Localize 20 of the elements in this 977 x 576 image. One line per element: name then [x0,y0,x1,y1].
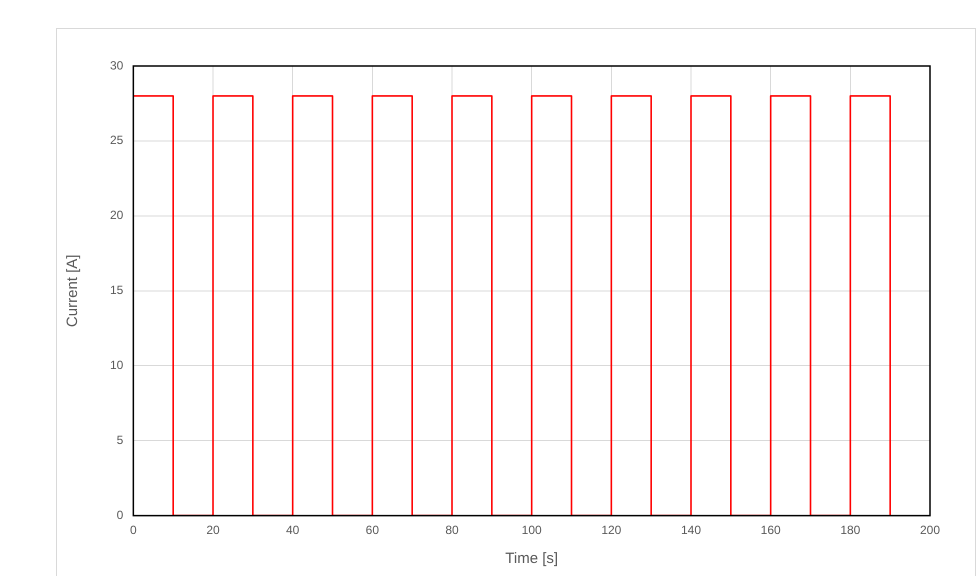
x-tick-label: 80 [445,523,460,538]
x-tick-label: 200 [920,523,940,538]
x-tick-label: 60 [366,523,380,538]
y-tick-label: 20 [110,208,124,222]
x-tick-label: 40 [286,523,300,538]
x-tick-label: 0 [130,523,138,538]
y-tick-label: 0 [116,508,124,522]
x-tick-label: 140 [680,523,702,538]
y-tick-label: 5 [116,432,124,447]
x-tick-label: 20 [206,523,220,538]
y-tick-label: 25 [110,133,124,148]
y-tick-label: 15 [110,283,124,298]
x-tick-label: 120 [601,523,622,538]
x-axis-title: Time [s] [505,550,558,568]
y-axis-title: Current [A] [64,254,82,328]
y-tick-label: 10 [110,358,124,372]
x-tick-label: 180 [840,523,861,538]
y-tick-label: 30 [110,58,124,72]
x-tick-label: 100 [522,523,542,538]
x-tick-label: 160 [760,523,781,538]
